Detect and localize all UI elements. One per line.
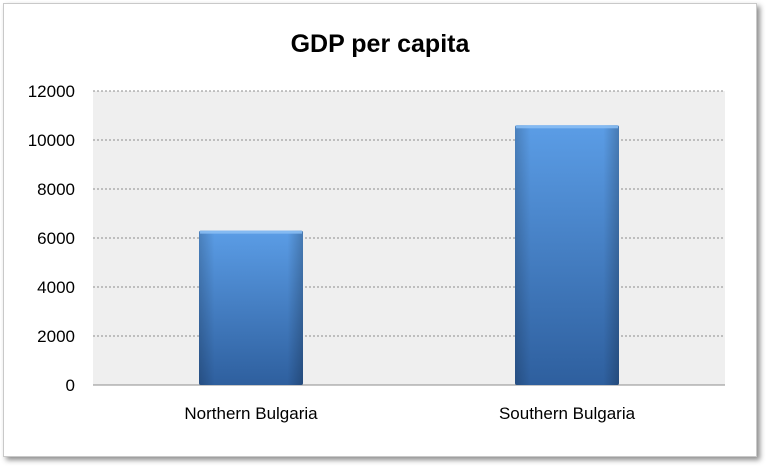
y-tick-label: 4000	[37, 278, 75, 297]
gridlines	[93, 90, 725, 386]
bar-1	[199, 230, 303, 385]
y-axis-ticks: 0 2000 4000 6000 8000 10000 12000	[28, 82, 75, 395]
y-tick-label: 8000	[37, 180, 75, 199]
y-tick-label: 10000	[28, 131, 75, 150]
x-tick-label: Northern Bulgaria	[184, 404, 318, 423]
bar-shade	[199, 230, 303, 385]
bar-2	[515, 125, 619, 386]
bar-highlight	[200, 230, 302, 234]
y-tick-label: 2000	[37, 327, 75, 346]
y-tick-label: 0	[66, 376, 75, 395]
x-axis-ticks: Northern Bulgaria Southern Bulgaria	[184, 404, 635, 423]
bars	[199, 125, 619, 386]
bar-shade	[515, 125, 619, 386]
x-tick-label: Southern Bulgaria	[499, 404, 636, 423]
y-tick-label: 6000	[37, 229, 75, 248]
bar-highlight	[516, 125, 618, 129]
chart-title: GDP per capita	[290, 30, 470, 58]
y-tick-label: 12000	[28, 82, 75, 101]
